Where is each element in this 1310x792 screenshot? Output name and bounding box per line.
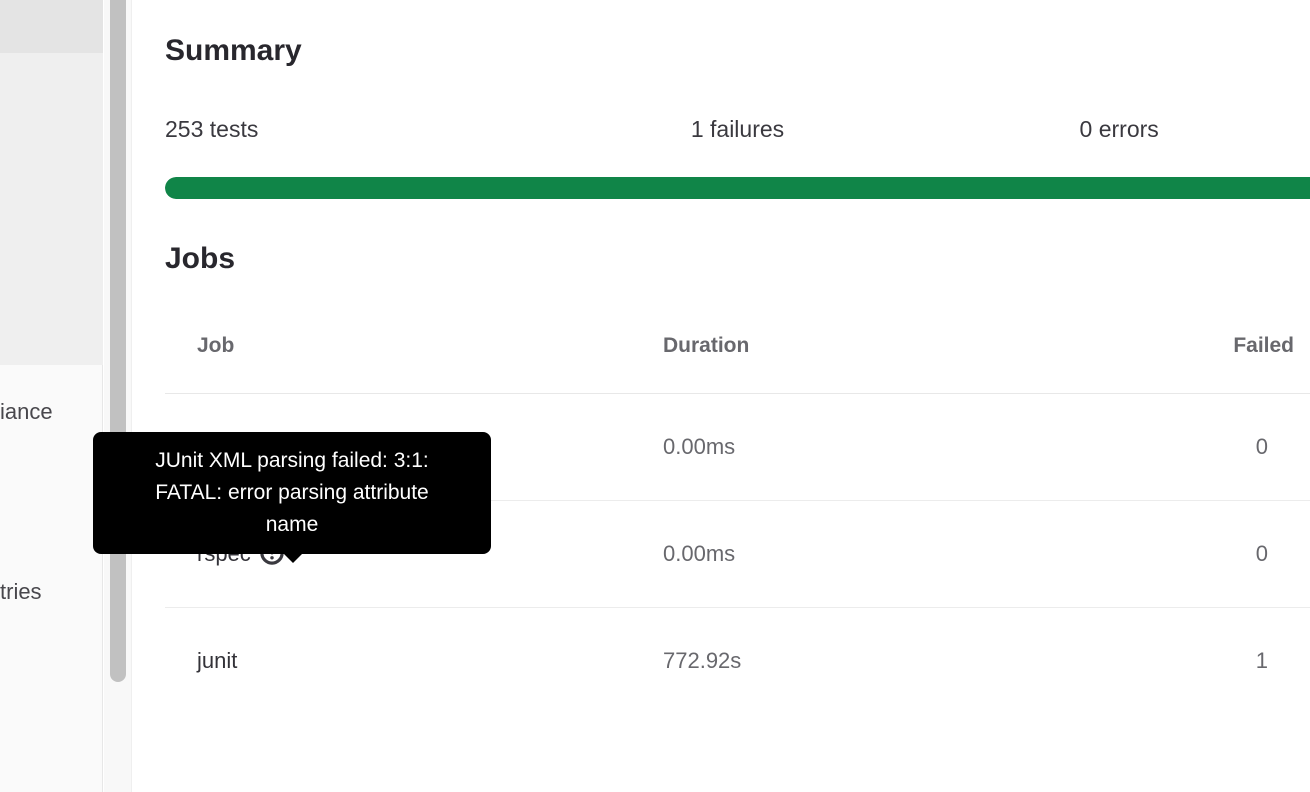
job-failed-cell: 0	[1100, 500, 1310, 608]
job-duration-cell: 0.00ms	[663, 393, 1100, 501]
job-duration-cell: 772.92s	[663, 648, 742, 673]
column-header-job: Job	[165, 278, 663, 394]
column-header-failed: Failed	[1100, 278, 1310, 394]
failures-count: 1 failures	[690, 116, 785, 142]
tooltip-text: JUnit XML parsing failed: 3:1: FATAL: er…	[155, 449, 429, 536]
job-duration-cell: 0.00ms	[663, 500, 1100, 608]
sidebar-item-compliance-truncated[interactable]: iance	[0, 399, 53, 424]
test-progress-bar	[165, 177, 1310, 199]
job-failed-cell: 0	[1100, 393, 1310, 501]
sidebar-item-registries-truncated[interactable]: tries	[0, 579, 42, 604]
scrollbar-thumb[interactable]	[110, 0, 126, 682]
sidebar: iance tries	[0, 0, 103, 792]
column-header-duration: Duration	[663, 278, 1100, 394]
summary-stats: 253 tests 1 failures 0 errors	[165, 116, 1310, 143]
tooltip: JUnit XML parsing failed: 3:1: FATAL: er…	[93, 432, 491, 563]
summary-heading: Summary	[165, 34, 302, 67]
sidebar-panel	[0, 0, 103, 365]
test-progress-fill	[165, 177, 1310, 199]
job-row[interactable]: junit 772.92s 1	[165, 608, 1310, 715]
job-name-cell[interactable]: junit	[197, 648, 238, 673]
tooltip-arrow-icon	[284, 554, 302, 563]
test-report-panel: Summary 253 tests 1 failures 0 errors Jo…	[132, 0, 1310, 792]
jobs-heading: Jobs	[165, 242, 236, 275]
scrollbar-track[interactable]	[104, 0, 132, 792]
sidebar-active-item[interactable]	[0, 0, 103, 53]
tests-count: 253 tests	[165, 116, 259, 142]
jobs-table-header-row: Job Duration Failed	[165, 278, 1310, 394]
job-failed-cell: 1	[1255, 648, 1268, 673]
errors-count: 0 errors	[1079, 116, 1159, 142]
